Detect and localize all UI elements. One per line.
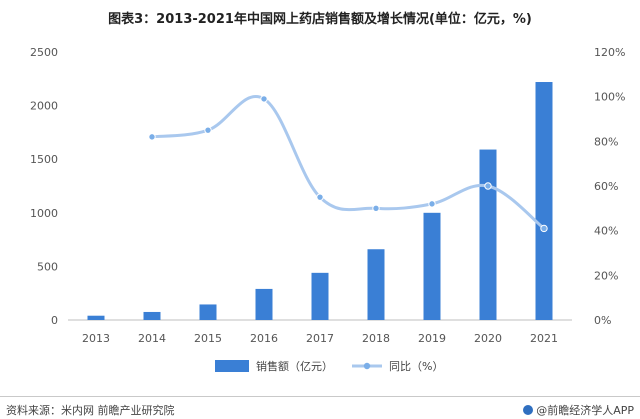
- bar: [199, 304, 217, 320]
- line-point: [260, 95, 268, 103]
- line-series: [148, 95, 548, 233]
- bar: [367, 249, 385, 320]
- y-left-tick-label: 2000: [30, 100, 58, 113]
- legend-line-label: 同比（%）: [389, 360, 443, 373]
- bar: [143, 311, 161, 320]
- bar: [535, 82, 553, 321]
- x-tick-label: 2016: [250, 332, 278, 345]
- brand-text: @前瞻经济学人APP: [536, 404, 634, 417]
- x-tick-label: 2019: [418, 332, 446, 345]
- y-right-tick-label: 120%: [594, 46, 625, 59]
- line-point: [316, 193, 324, 201]
- x-tick-label: 2014: [138, 332, 166, 345]
- source-note: 资料来源：米内网 前瞻产业研究院: [6, 404, 175, 417]
- legend-bar-label: 销售额（亿元）: [256, 359, 333, 373]
- axes: 0 500 1000 1500 2000 2500 0% 20% 40% 60% 80% 100% 12…: [30, 46, 625, 345]
- chart-canvas: 0 500 1000 1500 2000 2500 0% 20% 40% 60% 80% 100% 12…: [30, 46, 625, 373]
- x-tick-label: 2021: [530, 332, 558, 345]
- line-path: [151, 95, 545, 230]
- bar: [311, 272, 329, 320]
- y-right-tick-label: 40%: [594, 225, 618, 238]
- y-right-tick-label: 0%: [594, 314, 611, 327]
- y-right-tick-label: 20%: [594, 269, 618, 282]
- line-point: [372, 204, 380, 213]
- chart-title: 图表3：2013-2021年中国网上药店销售额及增长情况(单位：亿元，%): [108, 12, 532, 27]
- y-left-tick-label: 500: [37, 260, 58, 273]
- bar: [423, 212, 441, 320]
- y-left-tick-label: 1000: [30, 207, 58, 220]
- x-tick-label: 2017: [306, 332, 334, 345]
- x-tick-label: 2015: [194, 332, 222, 345]
- footer: 资料来源：米内网 前瞻产业研究院 @前瞻经济学人APP: [0, 396, 640, 419]
- bar: [87, 315, 105, 320]
- line-point: [148, 133, 156, 141]
- y-left-tick-label: 0: [51, 314, 58, 327]
- line-point: [428, 200, 436, 208]
- legend-bar-swatch: [215, 360, 249, 372]
- bar-series: [87, 82, 553, 321]
- y-right-tick-label: 100%: [594, 91, 625, 104]
- y-left-tick-label: 2500: [30, 46, 58, 59]
- bar: [479, 149, 497, 320]
- legend: 销售额（亿元） 同比（%）: [215, 359, 443, 373]
- line-point: [204, 126, 212, 134]
- x-tick-label: 2020: [474, 332, 502, 345]
- y-left-tick-label: 1500: [30, 153, 58, 166]
- legend-line-marker: [363, 362, 371, 370]
- line-point: [540, 224, 548, 233]
- y-right-tick-label: 60%: [594, 180, 618, 193]
- bar: [255, 288, 273, 320]
- line-point: [484, 182, 492, 190]
- x-tick-label: 2013: [82, 332, 110, 345]
- y-right-tick-label: 80%: [594, 135, 618, 148]
- brand-watermark: @前瞻经济学人APP: [523, 402, 634, 418]
- brand-logo-icon: [523, 405, 534, 415]
- x-tick-label: 2018: [362, 332, 390, 345]
